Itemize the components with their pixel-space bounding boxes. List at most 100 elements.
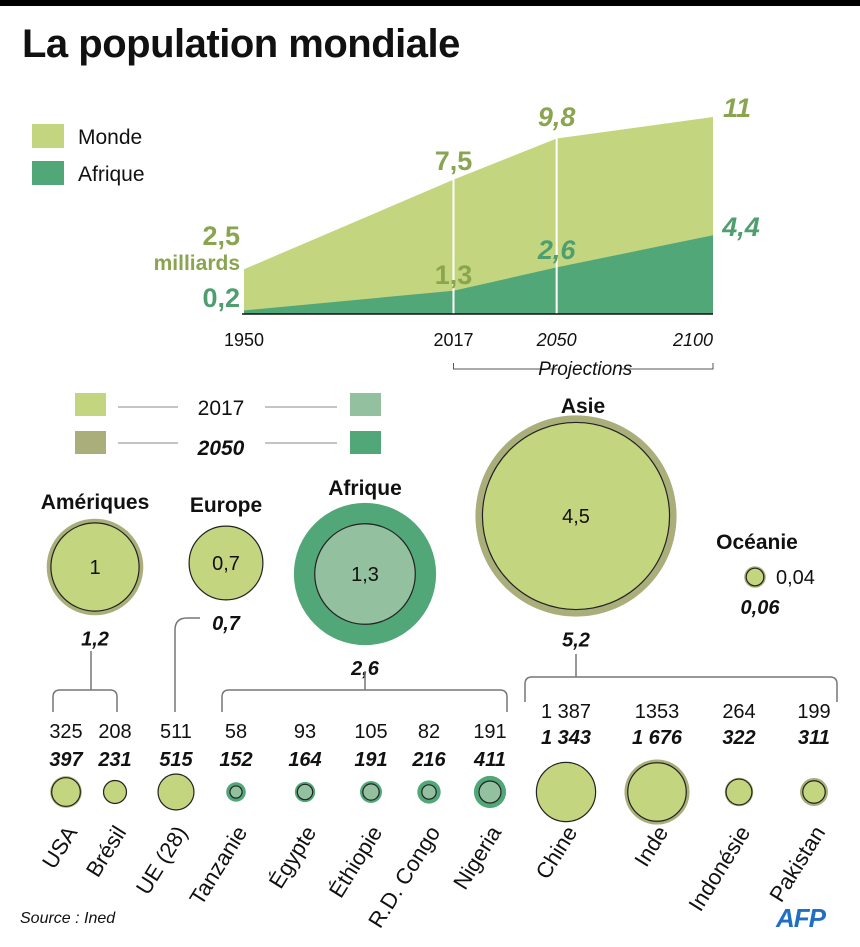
unit-label: milliards (154, 252, 240, 275)
legend-year-2017: 2017 (198, 397, 245, 420)
x-tick-2100: 2100 (672, 330, 713, 350)
value-label-afrique-2050: 2,6 (537, 235, 577, 265)
region-2050-ocanie: 0,06 (741, 597, 781, 619)
country-bubble-2017-gypte (296, 783, 314, 801)
legend-year-2050: 2050 (197, 437, 245, 460)
projections-bracket-left (452, 363, 558, 370)
source-label: Source : Ined (20, 910, 116, 927)
region-2050-europe: 0,7 (212, 613, 241, 635)
country-bubble-2017-ue28 (157, 773, 195, 811)
country-2017-chine: 1 387 (541, 701, 591, 723)
bubble-2017-amriques (50, 522, 140, 612)
legend-swatch-world-2017 (75, 393, 106, 416)
country-2050-indonsie: 322 (722, 727, 755, 749)
region-2050-amriques: 1,2 (81, 628, 109, 650)
country-bubble-2017-chine (535, 761, 597, 823)
region-name-amriques: Amériques (41, 491, 150, 514)
value-label-monde-2050: 9,8 (538, 102, 576, 132)
country-2017-indonsie: 264 (722, 701, 755, 723)
country-name-pakistan: Pakistan (764, 821, 830, 906)
x-tick-2050: 2050 (536, 330, 577, 350)
country-name-indonsie: Indonésie (683, 821, 755, 915)
region-2017-asie: 4,5 (562, 506, 590, 528)
country-2017-rdcongo: 82 (418, 721, 440, 743)
region-2017-europe: 0,7 (212, 553, 240, 575)
area-afrique (244, 235, 713, 314)
bubble-2017-ocanie (745, 567, 765, 587)
country-2017-gypte: 93 (294, 721, 316, 743)
value-label-monde-1950: 2,5 (202, 221, 240, 251)
area-chart: Monde Afrique 1950 2017 2050 2100 Projections 2… (32, 93, 760, 380)
x-tick-2017: 2017 (433, 330, 473, 350)
country-name-tanzanie: Tanzanie (184, 821, 252, 909)
bubble-2017-asie (481, 421, 671, 611)
country-2050-thiopie: 191 (354, 749, 387, 771)
bubble-2017-europe (188, 525, 264, 601)
country-2050-rdcongo: 216 (411, 749, 446, 771)
country-2050-tanzanie: 152 (219, 749, 252, 771)
country-bubble-2017-brsil (102, 779, 128, 805)
country-bubble-2017-nigeria (478, 780, 502, 804)
country-name-thiopie: Éthiopie (324, 821, 387, 902)
region-2050-afrique: 2,6 (350, 658, 380, 680)
country-name-inde: Inde (629, 821, 673, 871)
region-2017-ocanie: 0,04 (776, 567, 815, 589)
x-tick-1950: 1950 (224, 330, 264, 350)
legend-swatch-africa-2050 (350, 431, 381, 454)
value-label-monde-2100: 11 (723, 93, 751, 123)
country-2017-usa: 325 (49, 721, 82, 743)
top-bar (0, 0, 860, 6)
country-2017-ue28: 511 (160, 721, 192, 743)
country-2050-nigeria: 411 (473, 749, 506, 771)
legend-label-afrique: Afrique (78, 163, 145, 186)
country-2017-tanzanie: 58 (225, 721, 247, 743)
region-2050-asie: 5,2 (562, 630, 590, 652)
connector-afrique (221, 671, 508, 712)
country-2050-inde: 1 676 (632, 727, 683, 749)
country-name-brsil: Brésil (81, 821, 131, 881)
legend-swatch-afrique (32, 161, 64, 185)
region-bubbles: Amériques 1 1,2 Europe 0,7 0,7 Afrique 1,3 2,6 As… (41, 395, 815, 680)
country-2050-ue28: 515 (159, 749, 193, 771)
country-bubble-2017-rdcongo (421, 784, 437, 800)
bubble-2017-afrique (314, 523, 416, 625)
country-bubble-2017-tanzanie (229, 785, 243, 799)
afp-logo: AFP (776, 903, 826, 933)
country-name-ue28: UE (28) (131, 821, 192, 899)
country-2017-pakistan: 199 (797, 701, 830, 723)
connector-europe (174, 617, 200, 712)
country-name-gypte: Égypte (264, 821, 322, 892)
country-2050-chine: 1 343 (541, 727, 591, 749)
region-2017-amriques: 1 (89, 557, 100, 579)
value-label-afrique-2100: 4,4 (721, 212, 760, 242)
projections-bracket-right (621, 363, 714, 370)
country-bubbles: 325 397 USA 208 231 Brésil 511 515 UE (28) 58 152 T… (37, 701, 831, 932)
country-2050-gypte: 164 (288, 749, 321, 771)
country-bubble-2017-usa (51, 777, 81, 807)
country-name-usa: USA (37, 821, 82, 873)
connector-asie (524, 654, 838, 702)
region-2017-afrique: 1,3 (351, 564, 379, 586)
country-name-nigeria: Nigeria (448, 821, 507, 894)
country-2017-brsil: 208 (98, 721, 131, 743)
region-name-ocanie: Océanie (716, 531, 798, 554)
country-2050-brsil: 231 (97, 749, 131, 771)
legend-swatch-monde (32, 124, 64, 148)
country-2017-thiopie: 105 (354, 721, 387, 743)
country-2017-nigeria: 191 (473, 721, 506, 743)
country-2050-pakistan: 311 (798, 727, 830, 749)
value-label-afrique-2017: 1,3 (435, 260, 473, 290)
country-bubble-2017-inde (627, 762, 687, 822)
legend-swatch-world-2050 (75, 431, 106, 454)
country-bubble-2017-thiopie (362, 783, 380, 801)
value-label-monde-2017: 7,5 (435, 146, 473, 176)
country-bubble-2017-pakistan (802, 780, 826, 804)
connector-ameriques (52, 651, 118, 712)
country-2017-inde: 1353 (635, 701, 680, 723)
bubble-legend: 2017 2050 (75, 393, 381, 460)
value-label-afrique-1950: 0,2 (202, 283, 240, 313)
legend-swatch-africa-2017 (350, 393, 381, 416)
country-name-chine: Chine (531, 821, 583, 883)
country-bubble-2017-indonsie (725, 778, 753, 806)
